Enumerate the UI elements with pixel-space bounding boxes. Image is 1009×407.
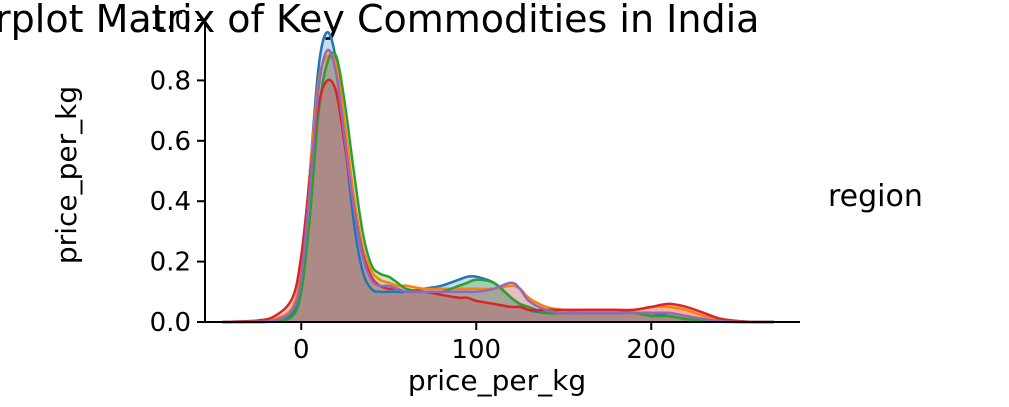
density-line-3 [222,51,774,324]
y-ticks: 0.0 0.2 0.4 0.6 0.8 1.0 [150,6,205,338]
x-tick-label: 200 [626,335,676,365]
y-tick-label: 0.8 [150,66,191,96]
x-axis-label: price_per_kg [408,364,586,397]
density-series-layer [222,30,774,324]
density-line-5 [222,48,774,324]
density-area-3 [222,52,774,322]
x-tick-label: 100 [451,335,501,365]
x-tick-label: 0 [293,335,310,365]
y-tick-label: 0.2 [150,248,191,278]
axes [204,20,800,323]
y-tick-label: 0.4 [150,187,191,217]
y-axis-label: price_per_kg [50,86,83,264]
x-ticks: 0 100 200 [293,322,676,365]
density-area-1 [222,32,774,322]
density-area-2 [222,54,774,322]
legend-title: region [828,179,923,214]
density-area-5 [222,49,774,323]
chart-title: Pairplot Matrix of Key Commodities in In… [0,0,759,41]
y-tick-label: 0.0 [150,308,191,338]
y-tick-label: 0.6 [150,127,191,157]
y-tick-label: 1.0 [150,6,191,36]
